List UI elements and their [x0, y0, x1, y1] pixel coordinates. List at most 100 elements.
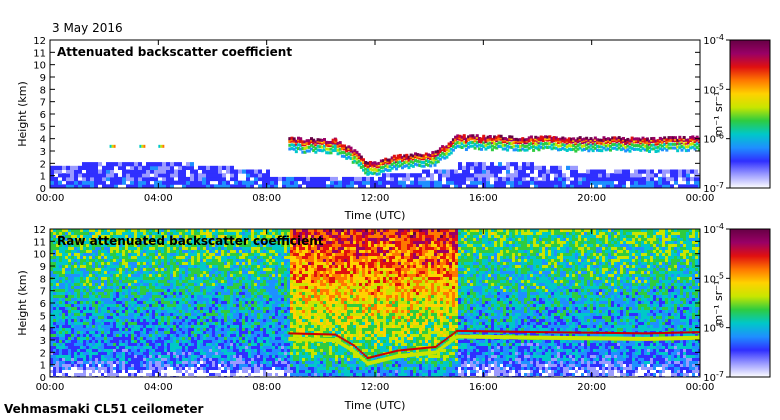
raw-backscatter-cell: [137, 352, 140, 355]
raw-backscatter-cell: [227, 349, 230, 352]
raw-backscatter-cell: [224, 274, 227, 277]
raw-backscatter-cell: [95, 355, 98, 358]
raw-backscatter-cell: [95, 277, 98, 280]
raw-backscatter-cell: [173, 358, 176, 361]
raw-backscatter-cell: [158, 307, 161, 310]
cloud-cell: [467, 145, 471, 149]
raw-backscatter-cell: [119, 307, 122, 310]
raw-backscatter-cell: [68, 292, 71, 295]
raw-backscatter-cell: [164, 304, 167, 307]
raw-backscatter-cell: [206, 283, 209, 286]
raw-backscatter-cell: [95, 298, 98, 301]
raw-backscatter-cell: [128, 340, 131, 343]
backscatter-cell: [118, 176, 122, 182]
raw-backscatter-cell: [200, 340, 203, 343]
raw-backscatter-cell: [236, 325, 239, 328]
raw-backscatter-cell: [137, 277, 140, 280]
cloud-cell: [310, 143, 313, 147]
raw-backscatter-cell: [209, 340, 212, 343]
raw-backscatter-cell: [74, 247, 77, 250]
raw-backscatter-cell: [134, 370, 137, 373]
raw-backscatter-cell: [62, 298, 65, 301]
raw-backscatter-cell: [173, 298, 176, 301]
backscatter-cell: [94, 184, 98, 188]
raw-backscatter-cell: [215, 271, 218, 274]
raw-backscatter-cell: [119, 256, 122, 259]
raw-backscatter-cell: [170, 283, 173, 286]
raw-backscatter-cell: [179, 280, 182, 283]
raw-backscatter-cell: [131, 244, 134, 247]
raw-backscatter-cell: [236, 370, 239, 373]
raw-backscatter-cell: [173, 229, 176, 232]
raw-backscatter-cell: [224, 253, 227, 256]
raw-backscatter-cell: [62, 241, 65, 244]
raw-backscatter-cell: [170, 343, 173, 346]
raw-backscatter-cell: [188, 235, 191, 238]
raw-backscatter-cell: [119, 301, 122, 304]
backscatter-cell: [526, 184, 530, 188]
raw-backscatter-cell: [74, 268, 77, 271]
raw-backscatter-cell: [125, 229, 128, 232]
raw-backscatter-cell: [131, 277, 134, 280]
backscatter-cell: [218, 173, 222, 178]
raw-backscatter-cell: [83, 283, 86, 286]
raw-backscatter-cell: [179, 340, 182, 343]
raw-backscatter-cell: [65, 277, 68, 280]
backscatter-cell: [494, 184, 498, 188]
raw-backscatter-cell: [80, 298, 83, 301]
raw-backscatter-cell: [197, 322, 200, 325]
cloud-cell: [345, 146, 349, 150]
raw-backscatter-cell: [188, 337, 191, 340]
raw-backscatter-cell: [164, 358, 167, 361]
raw-backscatter-cell: [191, 325, 194, 328]
cloud-cell: [512, 148, 516, 152]
raw-backscatter-cell: [152, 343, 155, 346]
raw-backscatter-cell: [140, 256, 143, 259]
raw-backscatter-cell: [218, 373, 221, 376]
cloud-cell: [521, 143, 525, 147]
raw-backscatter-cell: [53, 283, 56, 286]
raw-backscatter-cell: [122, 244, 125, 247]
raw-backscatter-cell: [80, 250, 83, 253]
raw-backscatter-cell: [74, 301, 77, 304]
backscatter-cell: [458, 184, 462, 188]
raw-backscatter-cell: [164, 289, 167, 292]
raw-backscatter-cell: [161, 370, 164, 373]
raw-backscatter-cell: [86, 319, 89, 322]
raw-backscatter-cell: [83, 295, 86, 298]
raw-backscatter-cell: [176, 346, 179, 349]
raw-backscatter-cell: [176, 310, 179, 313]
raw-backscatter-cell: [68, 256, 71, 259]
raw-backscatter-cell: [212, 340, 215, 343]
raw-backscatter-cell: [149, 343, 152, 346]
raw-backscatter-cell: [95, 259, 98, 262]
raw-backscatter-cell: [137, 259, 140, 262]
raw-backscatter-cell: [164, 325, 167, 328]
raw-backscatter-cell: [80, 334, 83, 337]
raw-backscatter-cell: [128, 364, 131, 367]
raw-backscatter-cell: [221, 364, 224, 367]
raw-backscatter-cell: [83, 250, 86, 253]
raw-backscatter-cell: [140, 304, 143, 307]
raw-backscatter-cell: [89, 346, 92, 349]
backscatter-cell: [606, 180, 610, 185]
raw-backscatter-cell: [203, 334, 206, 337]
raw-backscatter-cell: [167, 337, 170, 340]
raw-backscatter-cell: [197, 304, 200, 307]
raw-backscatter-cell: [89, 289, 92, 292]
cloud-cell: [684, 138, 688, 142]
raw-backscatter-cell: [215, 322, 218, 325]
backscatter-cell: [686, 169, 690, 174]
raw-backscatter-cell: [143, 229, 146, 232]
raw-backscatter-cell: [209, 229, 212, 232]
raw-backscatter-cell: [86, 229, 89, 232]
raw-backscatter-cell: [182, 271, 185, 274]
raw-backscatter-cell: [224, 304, 227, 307]
raw-backscatter-cell: [236, 268, 239, 271]
backscatter-cell: [286, 180, 290, 185]
raw-backscatter-cell: [185, 244, 188, 247]
raw-backscatter-cell: [149, 286, 152, 289]
cloud-cell: [364, 171, 368, 175]
raw-backscatter-cell: [104, 292, 107, 295]
backscatter-cell: [466, 176, 470, 182]
